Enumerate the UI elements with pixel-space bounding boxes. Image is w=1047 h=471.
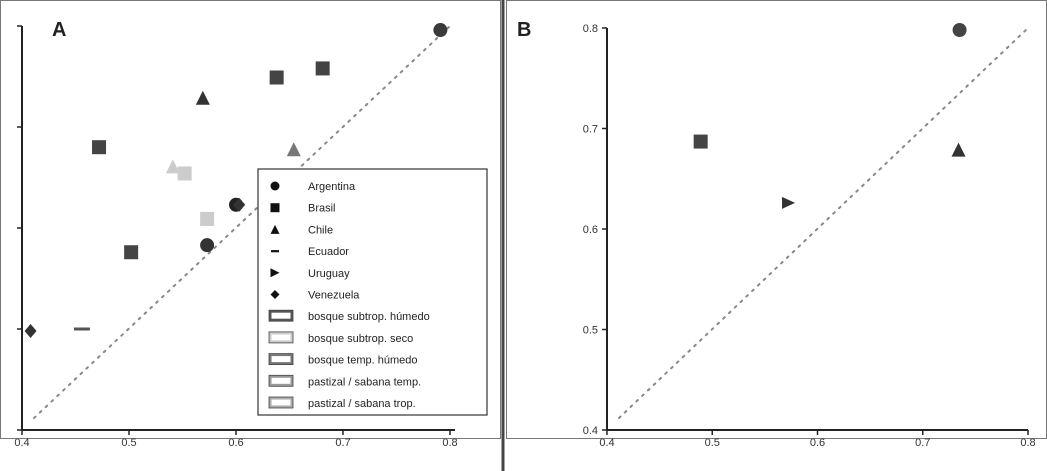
legend-label: Ecuador <box>308 246 349 258</box>
legend-marker-right-triangle <box>270 268 280 278</box>
panel-a-point-triangle <box>165 159 180 174</box>
panel-a-point-triangle <box>195 90 210 105</box>
panel-a-x-tick-label: 0.5 <box>121 437 136 449</box>
panel-b: B 0.4 0.5 0.6 0.7 0.8 0.4 0.5 0.6 0.7 0.8 <box>506 0 1047 449</box>
legend-swatch-inner <box>271 312 291 319</box>
legend-label: pastizal / sabana trop. <box>308 398 416 410</box>
panel-b-y-tick-label: 0.4 <box>583 425 598 437</box>
legend-label: Venezuela <box>308 290 360 302</box>
legend-marker-circle <box>270 181 280 191</box>
legend-marker-diamond <box>270 290 280 299</box>
panel-a-point-square <box>269 70 284 85</box>
panel-a-point-circle <box>433 23 448 38</box>
panel-a-points <box>24 23 448 339</box>
panel-a-point-circle <box>200 238 215 253</box>
legend-label: bosque subtrop. seco <box>308 333 413 345</box>
legend-marker-triangle <box>270 224 280 234</box>
panel-a-point-diamond <box>24 324 37 339</box>
panel-a-point-square <box>92 140 107 155</box>
legend: Argentina Brasil Chile Ecuador Uruguay Venezu… <box>257 168 488 416</box>
panel-a-border <box>0 0 501 439</box>
panel-b-x-tick-label: 0.8 <box>1020 437 1035 449</box>
legend-label: bosque subtrop. húmedo <box>308 311 430 323</box>
panel-a-x-tick-label: 0.4 <box>14 437 29 449</box>
legend-marker-dash <box>271 250 279 253</box>
panel-b-point-right-triangle <box>782 196 796 209</box>
panel-a-point-triangle <box>286 142 301 157</box>
panel-b-point-circle <box>952 23 967 38</box>
panel-a-ticks: 0.4 0.5 0.6 0.7 0.8 <box>14 25 458 449</box>
panel-b-border <box>506 0 1047 439</box>
legend-items: Argentina Brasil Chile Ecuador Uruguay Venezu… <box>268 181 430 410</box>
panel-b-points <box>693 23 967 209</box>
legend-label: Chile <box>308 224 333 236</box>
panel-a-letter: A <box>52 19 66 41</box>
panel-b-diagonal-line <box>618 27 1029 419</box>
panel-b-x-tick-label: 0.6 <box>810 437 825 449</box>
legend-label: Uruguay <box>308 268 350 280</box>
panel-a-point-dash <box>73 327 90 331</box>
panel-b-letter: B <box>517 19 531 41</box>
legend-label: pastizal / sabana temp. <box>308 376 421 388</box>
panel-a-diagonal-line <box>33 25 451 419</box>
panel-b-point-triangle <box>951 142 966 157</box>
legend-label: Argentina <box>308 181 356 193</box>
legend-box <box>257 168 488 416</box>
panel-b-y-tick-label: 0.7 <box>583 124 598 136</box>
panel-b-y-tick-label: 0.6 <box>583 224 598 236</box>
legend-marker-square <box>270 203 280 213</box>
legend-swatch-inner <box>271 377 291 384</box>
panel-b-x-tick-label: 0.4 <box>599 437 614 449</box>
panel-b-point-square <box>693 134 708 149</box>
panel-a-point-square <box>177 166 192 181</box>
panel-a-point-square <box>315 61 330 76</box>
panel-b-x-tick-label: 0.5 <box>705 437 720 449</box>
panel-a-x-tick-label: 0.7 <box>335 437 350 449</box>
panel-b-ticks: 0.4 0.5 0.6 0.7 0.8 0.4 0.5 0.6 0.7 0.8 <box>583 23 1036 449</box>
panel-b-x-tick-label: 0.7 <box>915 437 930 449</box>
panel-b-y-tick-label: 0.5 <box>583 325 598 337</box>
legend-label: Brasil <box>308 203 336 215</box>
panel-a-x-tick-label: 0.6 <box>228 437 243 449</box>
legend-swatch-inner <box>271 334 291 341</box>
panel-b-y-tick-label: 0.8 <box>583 23 598 35</box>
panel-a-point-square <box>200 211 215 226</box>
panel-a: A 0.4 0.5 0.6 0.7 0.8 <box>0 0 501 449</box>
legend-label: bosque temp. húmedo <box>308 355 417 367</box>
panel-a-x-tick-label: 0.8 <box>442 437 457 449</box>
panel-a-point-diamond <box>233 197 246 212</box>
panel-a-point-square <box>124 245 139 260</box>
legend-swatch-inner <box>271 399 291 406</box>
legend-swatch-inner <box>271 356 291 363</box>
